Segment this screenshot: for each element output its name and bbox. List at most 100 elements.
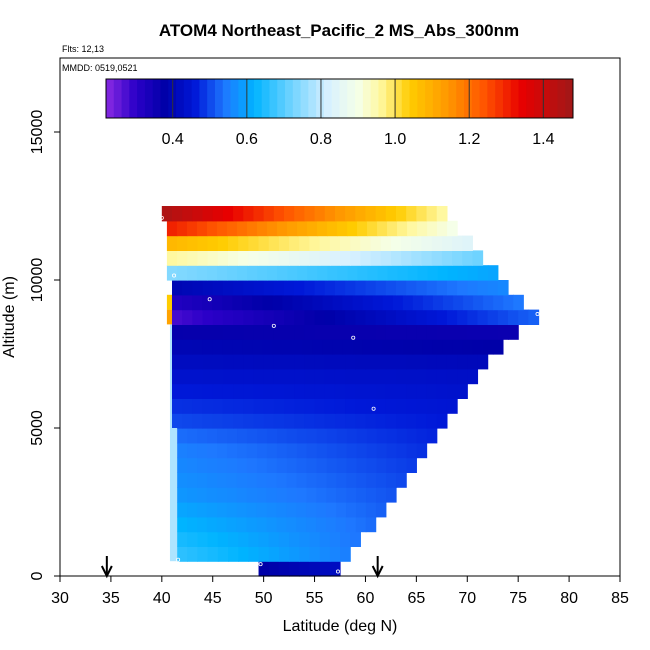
x-tick-label: 45 bbox=[204, 590, 222, 607]
heatmap-cell bbox=[276, 442, 288, 459]
heatmap-cell bbox=[319, 546, 331, 562]
heatmap-cell bbox=[228, 235, 239, 251]
heatmap-cell bbox=[356, 502, 367, 518]
heatmap-cell bbox=[340, 235, 351, 251]
heatmap-cell bbox=[312, 294, 324, 311]
heatmap-cell bbox=[172, 324, 183, 340]
x-tick-label: 60 bbox=[357, 590, 375, 607]
heatmap-cell bbox=[316, 487, 327, 503]
heatmap-cell bbox=[422, 339, 434, 355]
heatmap-cell bbox=[299, 531, 311, 547]
colorbar-tick-label: 1.4 bbox=[532, 131, 554, 148]
heatmap-cell bbox=[304, 413, 316, 429]
heatmap-cell bbox=[377, 265, 389, 281]
colorbar-segment bbox=[269, 79, 278, 118]
heatmap-cell bbox=[248, 546, 260, 562]
heatmap-cell bbox=[503, 294, 514, 311]
heatmap-cell bbox=[172, 398, 183, 414]
heatmap-cell bbox=[276, 472, 288, 488]
heatmap-cell bbox=[309, 531, 321, 547]
heatmap-cell bbox=[289, 561, 300, 577]
heatmap-cell bbox=[329, 561, 341, 577]
heatmap-cell bbox=[166, 220, 178, 237]
heatmap-cell bbox=[176, 220, 188, 237]
heatmap-cell bbox=[446, 324, 458, 340]
heatmap-cell bbox=[314, 368, 326, 385]
heatmap-cell bbox=[426, 428, 438, 444]
heatmap-cell bbox=[340, 531, 351, 547]
colorbar-segment bbox=[137, 79, 146, 118]
colorbar-segment bbox=[510, 79, 520, 118]
heatmap-cell bbox=[437, 265, 449, 281]
heatmap-cell bbox=[345, 516, 357, 533]
heatmap-cell bbox=[355, 516, 367, 533]
heatmap-cell bbox=[277, 265, 288, 281]
heatmap-cell bbox=[462, 339, 474, 355]
heatmap-cell bbox=[385, 309, 397, 325]
heatmap-cell bbox=[196, 220, 208, 237]
heatmap-cell bbox=[324, 324, 336, 340]
heatmap-cell bbox=[497, 309, 509, 325]
heatmap-cell bbox=[346, 487, 357, 503]
heatmap-cell bbox=[347, 265, 359, 281]
heatmap-cell bbox=[329, 531, 341, 547]
heatmap-cell bbox=[375, 398, 387, 414]
heatmap-cell bbox=[436, 206, 448, 222]
heatmap-cell bbox=[197, 472, 208, 488]
heatmap-cell bbox=[177, 502, 188, 518]
heatmap-edge-cell bbox=[169, 428, 178, 562]
heatmap-cell bbox=[462, 250, 473, 266]
heatmap-cell bbox=[345, 413, 356, 429]
heatmap-cell bbox=[314, 354, 326, 370]
heatmap-cell bbox=[276, 502, 288, 518]
heatmap-cell bbox=[436, 280, 448, 296]
heatmap-cell bbox=[314, 383, 326, 399]
heatmap-cell bbox=[243, 324, 255, 340]
heatmap-cell bbox=[236, 442, 248, 459]
heatmap-cell bbox=[206, 487, 218, 503]
heatmap-cell bbox=[306, 428, 318, 444]
heatmap-cell bbox=[197, 546, 209, 562]
heatmap-cell bbox=[306, 472, 318, 488]
heatmap-cell bbox=[416, 413, 428, 429]
heatmap-cell bbox=[296, 442, 308, 459]
heatmap-cell bbox=[457, 354, 468, 370]
heatmap-cell bbox=[467, 280, 479, 296]
heatmap-cell bbox=[236, 502, 248, 518]
heatmap-cell bbox=[243, 206, 255, 222]
heatmap-cell bbox=[202, 354, 214, 370]
heatmap-cell bbox=[236, 487, 248, 503]
x-tick-label: 65 bbox=[407, 590, 425, 607]
heatmap-cell bbox=[324, 398, 336, 414]
heatmap-cell bbox=[350, 250, 361, 266]
colorbar-segment bbox=[199, 79, 208, 118]
heatmap-cell bbox=[172, 354, 183, 370]
x-tick-label: 40 bbox=[153, 590, 171, 607]
colorbar-segment bbox=[292, 79, 302, 118]
heatmap-cell bbox=[238, 235, 249, 251]
y-tick-label: 10000 bbox=[29, 258, 46, 303]
colorbar-segment bbox=[440, 79, 449, 118]
heatmap-cell bbox=[294, 413, 305, 429]
heatmap-cell bbox=[309, 561, 321, 577]
heatmap-cell bbox=[370, 250, 382, 266]
heatmap-cell bbox=[337, 220, 348, 237]
colorbar-segment bbox=[176, 79, 185, 118]
heatmap-cell bbox=[355, 398, 367, 414]
colorbar-segment bbox=[518, 79, 527, 118]
heatmap-cell bbox=[346, 442, 358, 459]
heatmap-cell bbox=[248, 235, 260, 251]
heatmap-cell bbox=[268, 250, 280, 266]
heatmap-cell bbox=[222, 324, 234, 340]
colorbar-tick-label: 0.6 bbox=[236, 131, 258, 148]
heatmap-cell bbox=[431, 235, 443, 251]
heatmap-cell bbox=[307, 265, 318, 281]
heatmap-cell bbox=[216, 502, 228, 518]
heatmap-cell bbox=[257, 265, 268, 281]
heatmap-cell bbox=[197, 457, 208, 473]
heatmap-cell bbox=[232, 294, 243, 311]
heatmap-cell bbox=[326, 487, 337, 503]
heatmap-cell bbox=[284, 280, 295, 296]
heatmap-cell bbox=[276, 516, 287, 533]
heatmap-cell bbox=[416, 280, 428, 296]
